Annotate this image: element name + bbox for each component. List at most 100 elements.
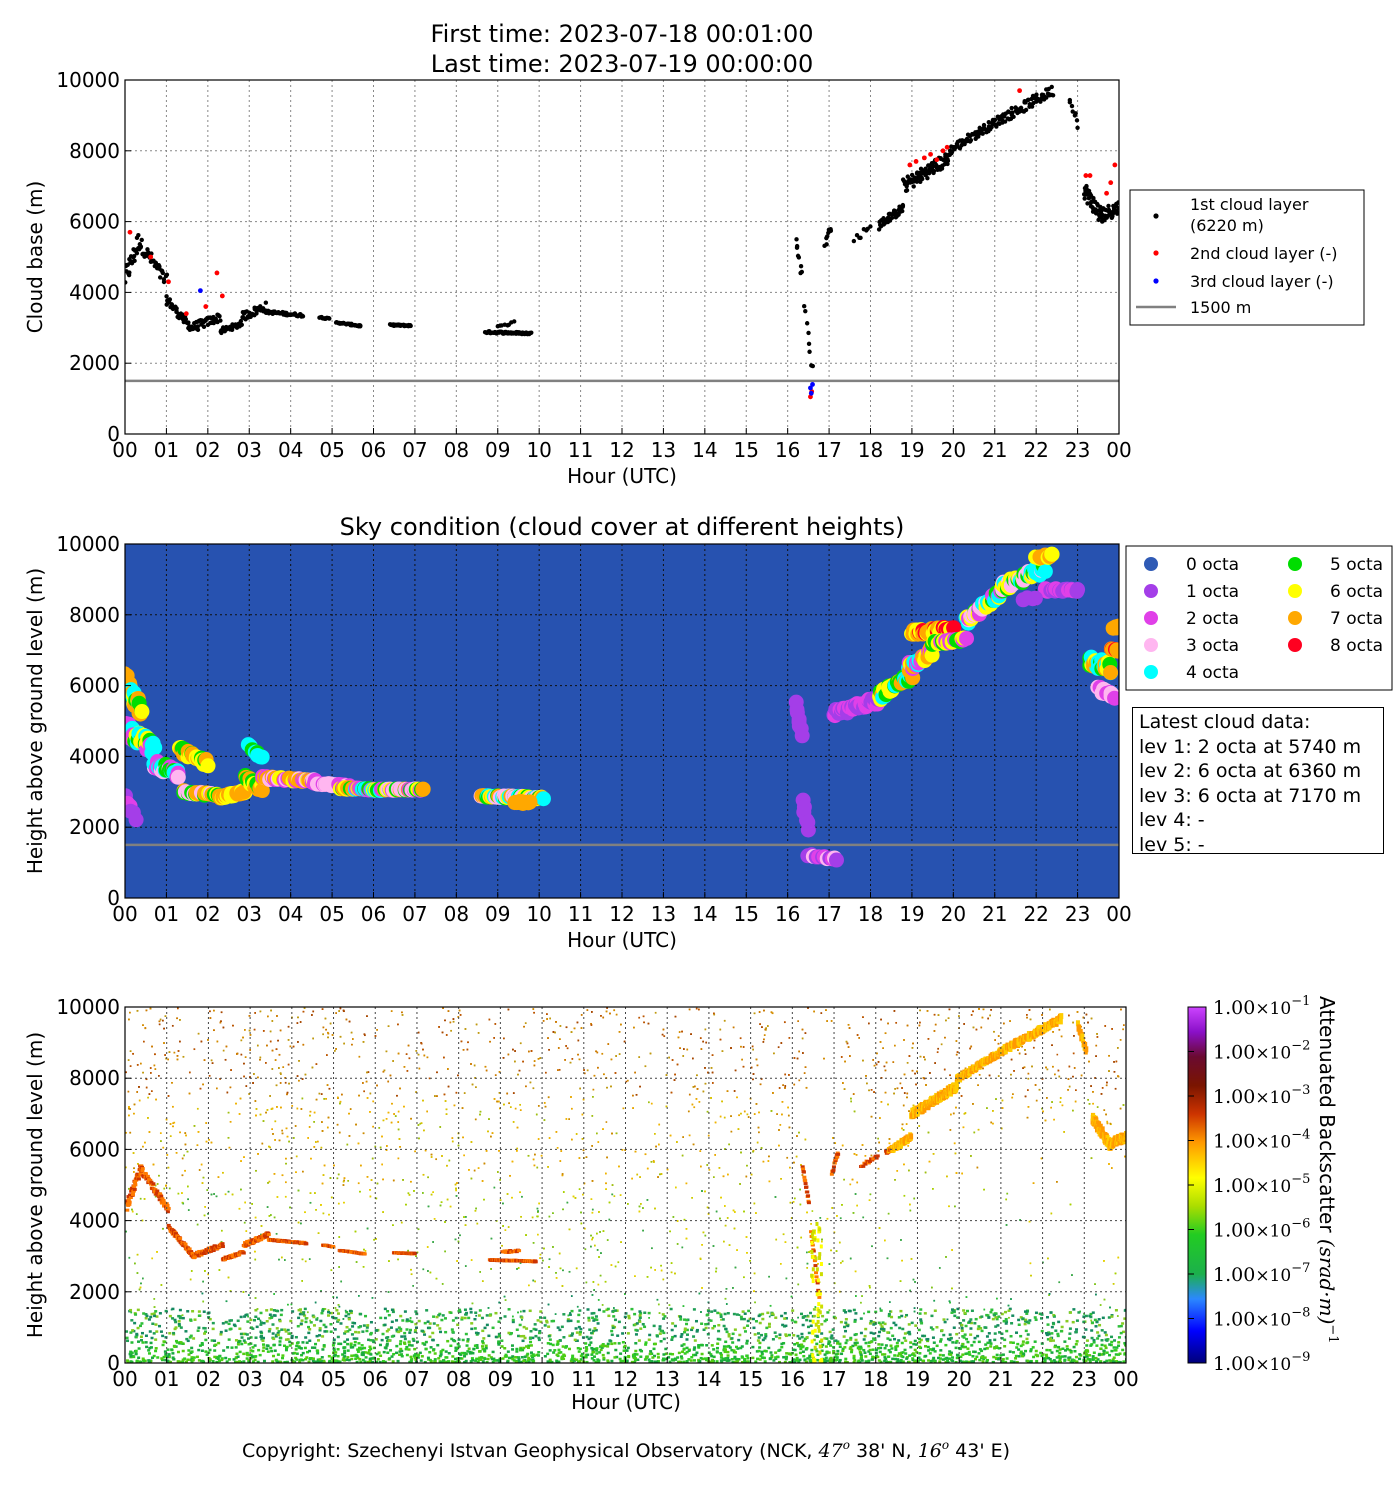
backscatter-pixel bbox=[1082, 1320, 1086, 1324]
backscatter-pixel bbox=[530, 1354, 534, 1357]
backscatter-pixel bbox=[939, 1349, 943, 1352]
backscatter-pixel bbox=[1060, 1325, 1064, 1329]
backscatter-pixel bbox=[735, 1313, 739, 1316]
backscatter-pixel bbox=[136, 1308, 140, 1312]
backscatter-pixel bbox=[1050, 1332, 1054, 1335]
backscatter-pixel bbox=[704, 1323, 708, 1326]
backscatter-pixel bbox=[974, 1357, 978, 1361]
backscatter-pixel bbox=[1053, 1360, 1057, 1363]
backscatter-pixel bbox=[158, 1312, 162, 1315]
backscatter-pixel bbox=[1071, 1360, 1075, 1363]
backscatter-pixel bbox=[662, 1353, 666, 1356]
backscatter-pixel bbox=[883, 1359, 887, 1363]
backscatter-pixel bbox=[125, 1330, 129, 1333]
backscatter-pixel bbox=[1122, 1330, 1126, 1334]
backscatter-pixel bbox=[850, 1348, 854, 1352]
backscatter-pixel bbox=[207, 1356, 211, 1360]
backscatter-pixel bbox=[404, 1347, 408, 1351]
backscatter-pixel bbox=[341, 1358, 345, 1362]
backscatter-pixel bbox=[341, 1353, 345, 1356]
layer1-point bbox=[806, 341, 812, 347]
backscatter-pixel bbox=[940, 1329, 944, 1332]
backscatter-pixel bbox=[897, 1339, 901, 1342]
backscatter-pixel bbox=[1004, 1360, 1008, 1363]
backscatter-pixel bbox=[193, 1318, 197, 1321]
backscatter-pixel bbox=[298, 1312, 302, 1316]
backscatter-pixel bbox=[1014, 1357, 1018, 1360]
backscatter-pixel bbox=[457, 1345, 461, 1348]
backscatter-pixel bbox=[408, 1319, 412, 1323]
backscatter-pixel bbox=[580, 1352, 584, 1356]
backscatter-pixel bbox=[472, 1347, 476, 1351]
backscatter-pixel bbox=[923, 1334, 927, 1338]
layer1-point bbox=[803, 308, 808, 314]
backscatter-pixel bbox=[433, 1358, 437, 1361]
backscatter-pixel bbox=[249, 1353, 253, 1357]
backscatter-pixel bbox=[884, 1344, 888, 1347]
backscatter-pixel bbox=[385, 1336, 389, 1340]
backscatter-pixel bbox=[594, 1315, 598, 1318]
backscatter-pixel bbox=[145, 1345, 149, 1349]
backscatter-pixel bbox=[962, 1319, 966, 1322]
backscatter-pixel bbox=[801, 1323, 805, 1327]
backscatter-pixel bbox=[1085, 1349, 1089, 1352]
backscatter-pixel bbox=[423, 1321, 427, 1325]
backscatter-pixel bbox=[1099, 1353, 1103, 1356]
backscatter-pixel bbox=[904, 1352, 908, 1355]
backscatter-pixel bbox=[570, 1358, 574, 1361]
backscatter-pixel bbox=[913, 1354, 917, 1357]
backscatter-pixel bbox=[595, 1318, 599, 1322]
layer1-point bbox=[905, 174, 910, 179]
backscatter-pixel bbox=[989, 1342, 993, 1345]
backscatter-pixel bbox=[272, 1337, 276, 1341]
backscatter-pixel bbox=[351, 1325, 355, 1328]
backscatter-pixel bbox=[259, 1330, 263, 1334]
backscatter-pixel bbox=[246, 1353, 250, 1357]
backscatter-pixel bbox=[192, 1356, 196, 1359]
x-tick-label: 19 bbox=[899, 902, 924, 926]
backscatter-pixel bbox=[254, 1355, 258, 1358]
backscatter-pixel bbox=[438, 1327, 442, 1330]
x-tick-label: 03 bbox=[237, 438, 262, 462]
backscatter-pixel bbox=[441, 1314, 445, 1317]
backscatter-pixel bbox=[487, 1354, 491, 1357]
backscatter-pixel bbox=[828, 1360, 832, 1363]
octa-legend-label: 2 octa bbox=[1186, 609, 1239, 629]
backscatter-pixel bbox=[746, 1357, 750, 1360]
backscatter-pixel bbox=[475, 1344, 479, 1347]
x-tick-label: 14 bbox=[692, 438, 717, 462]
backscatter-pixel bbox=[433, 1360, 437, 1363]
backscatter-pixel bbox=[435, 1315, 439, 1319]
backscatter-pixel bbox=[836, 1342, 840, 1345]
backscatter-pixel bbox=[993, 1313, 997, 1317]
backscatter-pixel bbox=[599, 1345, 603, 1348]
backscatter-pixel bbox=[329, 1322, 333, 1326]
backscatter-pixel bbox=[885, 1360, 889, 1363]
backscatter-pixel bbox=[1085, 1344, 1089, 1347]
backscatter-pixel bbox=[174, 1320, 178, 1324]
backscatter-pixel bbox=[893, 1354, 897, 1357]
backscatter-pixel bbox=[694, 1319, 698, 1323]
backscatter-pixel bbox=[485, 1314, 489, 1317]
backscatter-pixel bbox=[918, 1312, 922, 1315]
layer1-point bbox=[1002, 119, 1008, 124]
backscatter-pixel bbox=[979, 1327, 983, 1330]
backscatter-pixel bbox=[615, 1309, 619, 1312]
backscatter-pixel bbox=[731, 1341, 735, 1344]
backscatter-pixel bbox=[692, 1353, 696, 1357]
backscatter-pixel bbox=[240, 1336, 244, 1339]
backscatter-pixel bbox=[301, 1359, 305, 1362]
backscatter-pixel bbox=[804, 1360, 808, 1363]
backscatter-pixel bbox=[679, 1315, 683, 1318]
backscatter-pixel bbox=[719, 1313, 723, 1316]
backscatter-pixel bbox=[928, 1348, 932, 1351]
backscatter-pixel bbox=[669, 1307, 673, 1311]
backscatter-pixel bbox=[741, 1310, 745, 1313]
backscatter-pixel bbox=[480, 1345, 484, 1348]
backscatter-pixel bbox=[928, 1352, 932, 1355]
backscatter-pixel bbox=[243, 1341, 247, 1344]
backscatter-pixel bbox=[288, 1340, 292, 1344]
backscatter-pixel bbox=[149, 1315, 153, 1319]
backscatter-pixel bbox=[833, 1355, 837, 1359]
layer1-point bbox=[804, 321, 810, 326]
